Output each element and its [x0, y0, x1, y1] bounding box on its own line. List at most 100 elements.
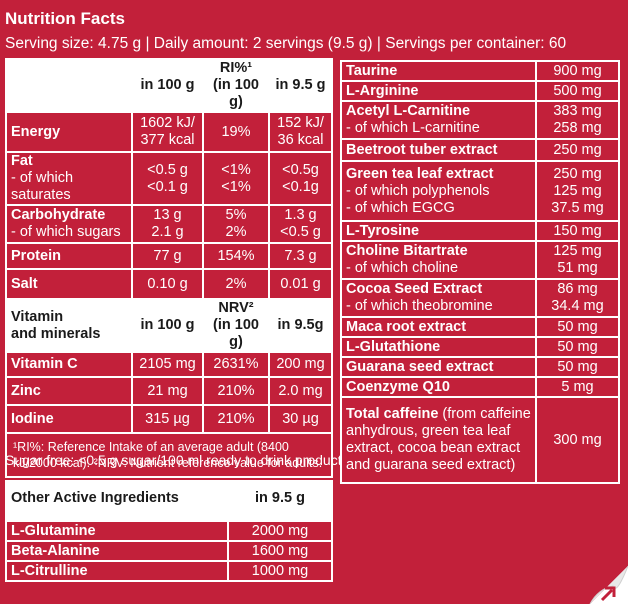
row-label: Zinc — [5, 376, 133, 406]
value-95g: 7.3 g — [268, 242, 333, 270]
col-95g-header: in 9.5g — [268, 298, 333, 353]
value-ri: 19% — [202, 111, 270, 153]
value-95g: 152 kJ/36 kcal — [268, 111, 333, 153]
row-label: Cocoa Seed Extract - of which theobromine — [340, 278, 537, 318]
caffeine-desc: (from caffeine anhydrous, green tea leaf… — [346, 406, 531, 473]
table-row: L-Arginine 500 mg — [340, 80, 620, 102]
row-label: Taurine — [340, 60, 537, 82]
row-label: L-Tyrosine — [340, 220, 537, 242]
row-label: Energy — [5, 111, 133, 153]
value-nrv: 2631% — [202, 351, 270, 378]
table-row: Energy 1602 kJ/377 kcal 19% 152 kJ/36 kc… — [5, 111, 333, 153]
row-value: 86 mg 34.4 mg — [535, 278, 620, 318]
row-label: L-Glutathione — [340, 336, 537, 358]
nutrition-table: in 100 g RI%¹ (in 100 g) in 9.5 g Energy … — [5, 58, 333, 478]
col-nrv-header: NRV² (in 100 g) — [202, 298, 270, 353]
caffeine-label: Total caffeine — [346, 406, 439, 422]
value-ri: 5% 2% — [202, 204, 270, 244]
row-label: Vitamin C — [5, 351, 133, 378]
row-value: 383 mg 258 mg — [535, 100, 620, 140]
footnote: ¹RI%: Reference Intake of an average adu… — [5, 432, 333, 478]
row-label: L-Glutamine — [5, 520, 229, 542]
row-label: Beetroot tuber extract — [340, 138, 537, 162]
row-value: 1000 mg — [227, 560, 333, 582]
table-row: Beetroot tuber extract 250 mg — [340, 138, 620, 162]
table-row: Taurine 900 mg — [340, 60, 620, 82]
value-ri: <1% <1% — [202, 151, 270, 206]
row-label: L-Citrulline — [5, 560, 229, 582]
value-ri: 154% — [202, 242, 270, 270]
row-label: Carbohydrate - of which sugars — [5, 204, 133, 244]
serving-info: Serving size: 4.75 g | Daily amount: 2 s… — [5, 35, 567, 52]
table-row: Iodine 315 µg 210% 30 µg — [5, 404, 333, 434]
table-row: Zinc 21 mg 210% 2.0 mg — [5, 376, 333, 406]
other-col-header: in 9.5 g — [227, 480, 333, 516]
value-100g: 2105 mg — [131, 351, 204, 378]
other-ingredients-table: Other Active Ingredients in 9.5 g L-Glut… — [5, 480, 333, 582]
row-label: Green tea leaf extract - of which polyphe… — [340, 160, 537, 222]
row-value: 500 mg — [535, 80, 620, 102]
row-value: 125 mg 51 mg — [535, 240, 620, 280]
nutrition-facts-title: Nutrition Facts — [5, 9, 125, 28]
value-95g: 1.3 g <0.5 g — [268, 204, 333, 244]
table-row: Salt 0.10 g 2% 0.01 g — [5, 268, 333, 300]
row-value: 50 mg — [535, 356, 620, 378]
row-value: 900 mg — [535, 60, 620, 82]
row-value: 300 mg — [535, 396, 620, 484]
table-row: L-Tyrosine 150 mg — [340, 220, 620, 242]
footnote-row: ¹RI%: Reference Intake of an average adu… — [5, 432, 333, 478]
value-95g: 200 mg — [268, 351, 333, 378]
value-100g: <0.5 g <0.1 g — [131, 151, 204, 206]
value-nrv: 210% — [202, 376, 270, 406]
row-value: 1600 mg — [227, 540, 333, 562]
row-label: Beta-Alanine — [5, 540, 229, 562]
value-95g: 2.0 mg — [268, 376, 333, 406]
row-label: Choline Bitartrate - of which choline — [340, 240, 537, 280]
value-100g: 77 g — [131, 242, 204, 270]
value-ri: 2% — [202, 268, 270, 300]
table-row: Guarana seed extract 50 mg — [340, 356, 620, 378]
nutrition-header-row: in 100 g RI%¹ (in 100 g) in 9.5 g — [5, 58, 333, 113]
row-value: 2000 mg — [227, 520, 333, 542]
other-header-row: Other Active Ingredients in 9.5 g — [5, 480, 333, 516]
table-row: Fat - of which saturates <0.5 g <0.1 g <1%… — [5, 151, 333, 206]
col-100g-header: in 100 g — [131, 298, 204, 353]
table-row: L-Glutathione 50 mg — [340, 336, 620, 358]
value-nrv: 210% — [202, 404, 270, 434]
row-value: 50 mg — [535, 336, 620, 358]
table-row: Maca root extract 50 mg — [340, 316, 620, 338]
row-value: 250 mg 125 mg 37.5 mg — [535, 160, 620, 222]
table-row: Protein 77 g 154% 7.3 g — [5, 242, 333, 270]
row-label: Acetyl L-Carnitine - of which L-carnitine — [340, 100, 537, 140]
value-100g: 1602 kJ/377 kcal — [131, 111, 204, 153]
row-label: Protein — [5, 242, 133, 270]
table-row: Acetyl L-Carnitine - of which L-carnitine… — [340, 100, 620, 140]
value-95g: 30 µg — [268, 404, 333, 434]
table-row: L-Citrulline 1000 mg — [5, 560, 333, 582]
table-row: Green tea leaf extract - of which polyphe… — [340, 160, 620, 222]
spacer-row — [5, 514, 333, 522]
row-label: Iodine — [5, 404, 133, 434]
row-value: 150 mg — [535, 220, 620, 242]
header-empty — [5, 58, 133, 113]
row-label: Guarana seed extract — [340, 356, 537, 378]
row-value: 250 mg — [535, 138, 620, 162]
table-row: L-Glutamine 2000 mg — [5, 520, 333, 542]
vitamins-header-row: Vitamin and minerals in 100 g NRV² (in 100… — [5, 298, 333, 353]
value-100g: 0.10 g — [131, 268, 204, 300]
row-label: Fat - of which saturates — [5, 151, 133, 206]
col-100g-header: in 100 g — [131, 58, 204, 113]
page-curl-arrow-icon[interactable] — [568, 544, 628, 604]
vitamins-header-label: Vitamin and minerals — [5, 298, 133, 353]
col-ri-header: RI%¹ (in 100 g) — [202, 58, 270, 113]
table-row: Total caffeine (from caffeine anhydrous,… — [340, 396, 620, 484]
row-label: Salt — [5, 268, 133, 300]
value-95g: <0.5g <0.1g — [268, 151, 333, 206]
sugar-free-note: Sugar free: <0.5 g sugar/100 ml ready to… — [5, 452, 346, 468]
row-label: Total caffeine (from caffeine anhydrous,… — [340, 396, 537, 484]
value-100g: 315 µg — [131, 404, 204, 434]
table-row: Coenzyme Q10 5 mg — [340, 376, 620, 398]
row-value: 5 mg — [535, 376, 620, 398]
row-label: L-Arginine — [340, 80, 537, 102]
active-ingredients-table: Taurine 900 mg L-Arginine 500 mg Acetyl … — [340, 60, 620, 484]
